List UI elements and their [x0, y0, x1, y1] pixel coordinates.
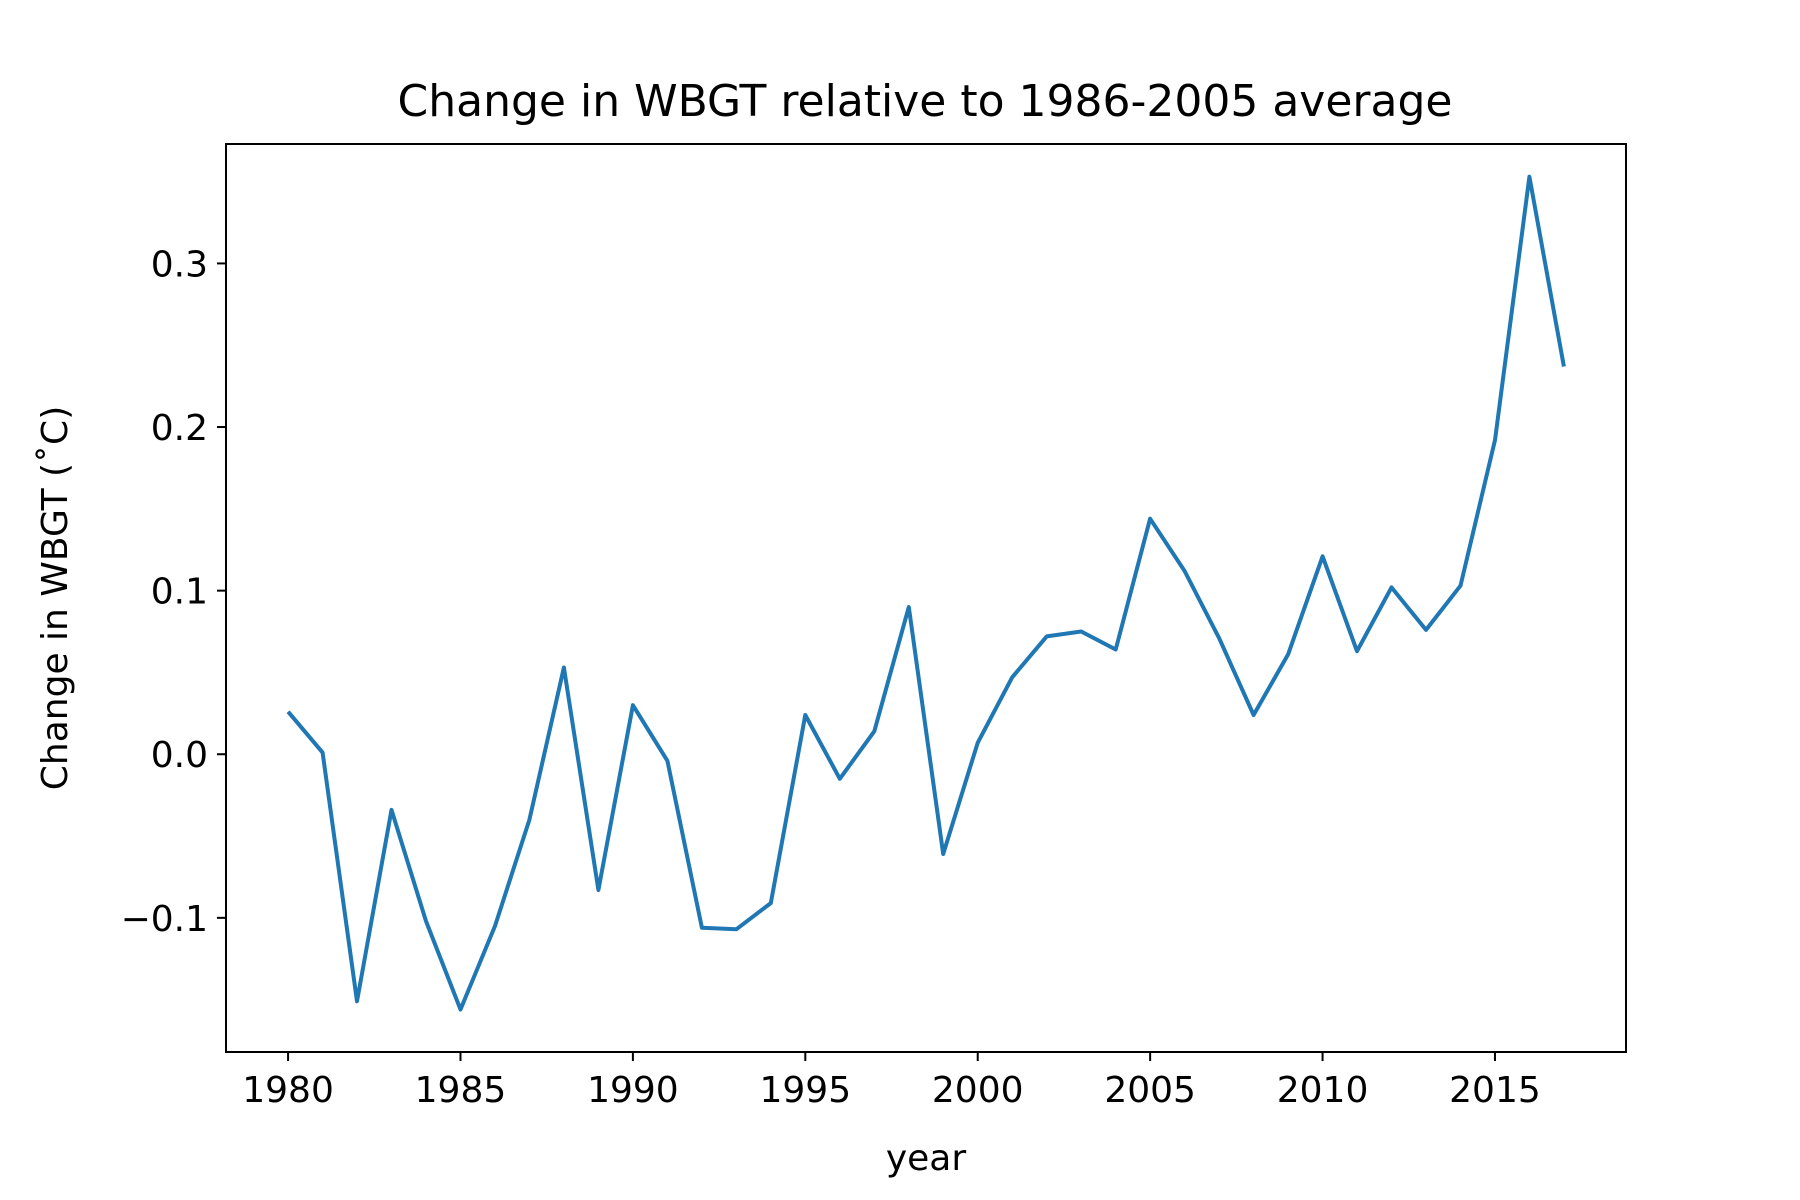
y-axis-label: Change in WBGT (˚C) — [35, 406, 76, 790]
x-tick-label: 2015 — [1449, 1070, 1541, 1111]
x-tick-label: 1990 — [587, 1070, 679, 1111]
y-tick-label: 0.0 — [151, 735, 208, 776]
plot-area: 1980 1985 1990 1995 2000 2005 2010 2015 −0.1 0.0… — [121, 143, 1627, 1111]
x-axis-label: year — [886, 1138, 967, 1179]
x-tick-label: 1985 — [415, 1070, 507, 1111]
chart-title: Change in WBGT relative to 1986-2005 ave… — [398, 76, 1453, 127]
y-tick-label: 0.2 — [151, 408, 208, 449]
y-axis: −0.1 0.0 0.1 0.2 0.3 — [121, 244, 226, 940]
y-tick-label: 0.3 — [151, 244, 208, 285]
x-tick-label: 1980 — [242, 1070, 334, 1111]
y-tick-label: 0.1 — [151, 572, 208, 613]
x-axis: 1980 1985 1990 1995 2000 2005 2010 2015 — [242, 1052, 1541, 1111]
y-tick-label: −0.1 — [121, 899, 208, 940]
axes-frame — [225, 143, 1627, 1053]
x-tick-label: 2005 — [1104, 1070, 1196, 1111]
series-line — [286, 174, 1566, 1012]
x-tick-label: 2010 — [1277, 1070, 1369, 1111]
x-tick-label: 1995 — [759, 1070, 851, 1111]
x-tick-label: 2000 — [932, 1070, 1024, 1111]
